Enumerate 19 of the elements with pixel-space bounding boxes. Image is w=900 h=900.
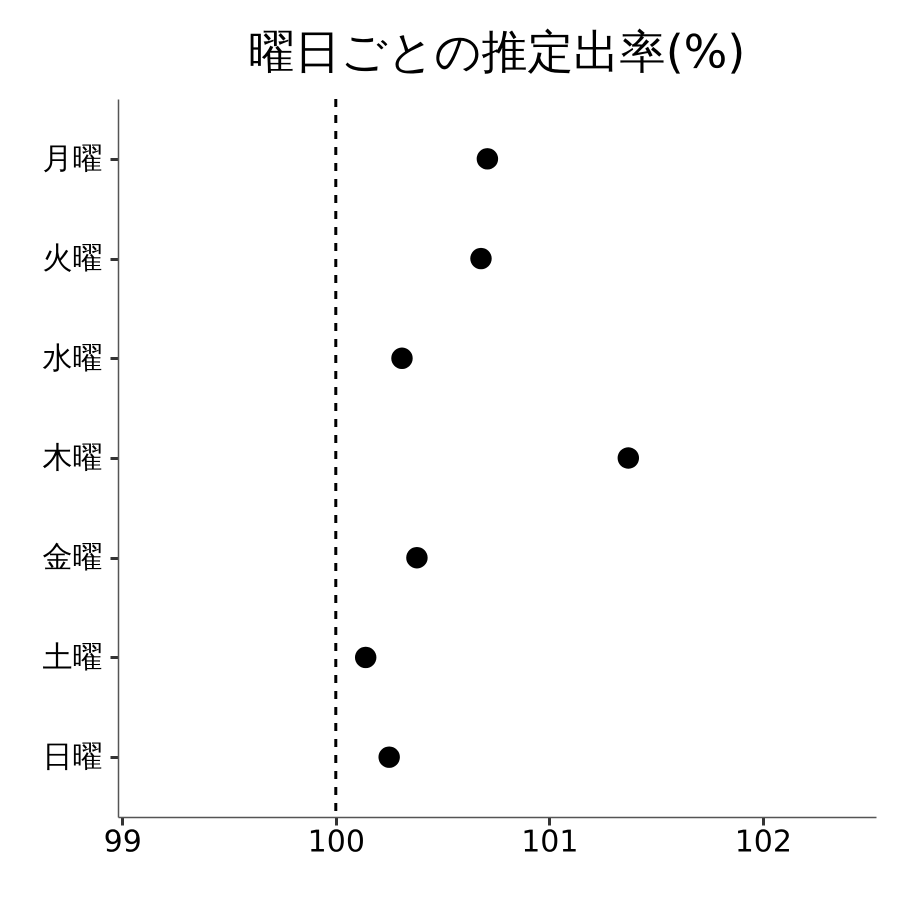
x-tick-label: 101 bbox=[521, 824, 578, 860]
point bbox=[618, 447, 640, 469]
y-tick-label: 土曜 bbox=[42, 640, 102, 675]
point bbox=[378, 746, 400, 768]
y-tick-label: 木曜 bbox=[42, 440, 102, 476]
x-tick-label: 102 bbox=[734, 824, 792, 860]
y-tick-label: 火曜 bbox=[42, 241, 102, 276]
y-tick-label: 水曜 bbox=[42, 340, 102, 376]
point bbox=[476, 148, 498, 170]
x-tick-label: 99 bbox=[104, 824, 142, 860]
point bbox=[406, 547, 428, 568]
y-tick-label: 金曜 bbox=[42, 540, 102, 576]
chart-title: 曜日ごとの推定出率(%) bbox=[248, 24, 746, 78]
point bbox=[391, 348, 413, 369]
point bbox=[470, 248, 492, 270]
y-tick-label: 月曜 bbox=[42, 141, 102, 176]
y-tick-label: 日曜 bbox=[42, 740, 102, 775]
x-tick-label: 100 bbox=[308, 824, 365, 860]
point bbox=[354, 646, 376, 668]
